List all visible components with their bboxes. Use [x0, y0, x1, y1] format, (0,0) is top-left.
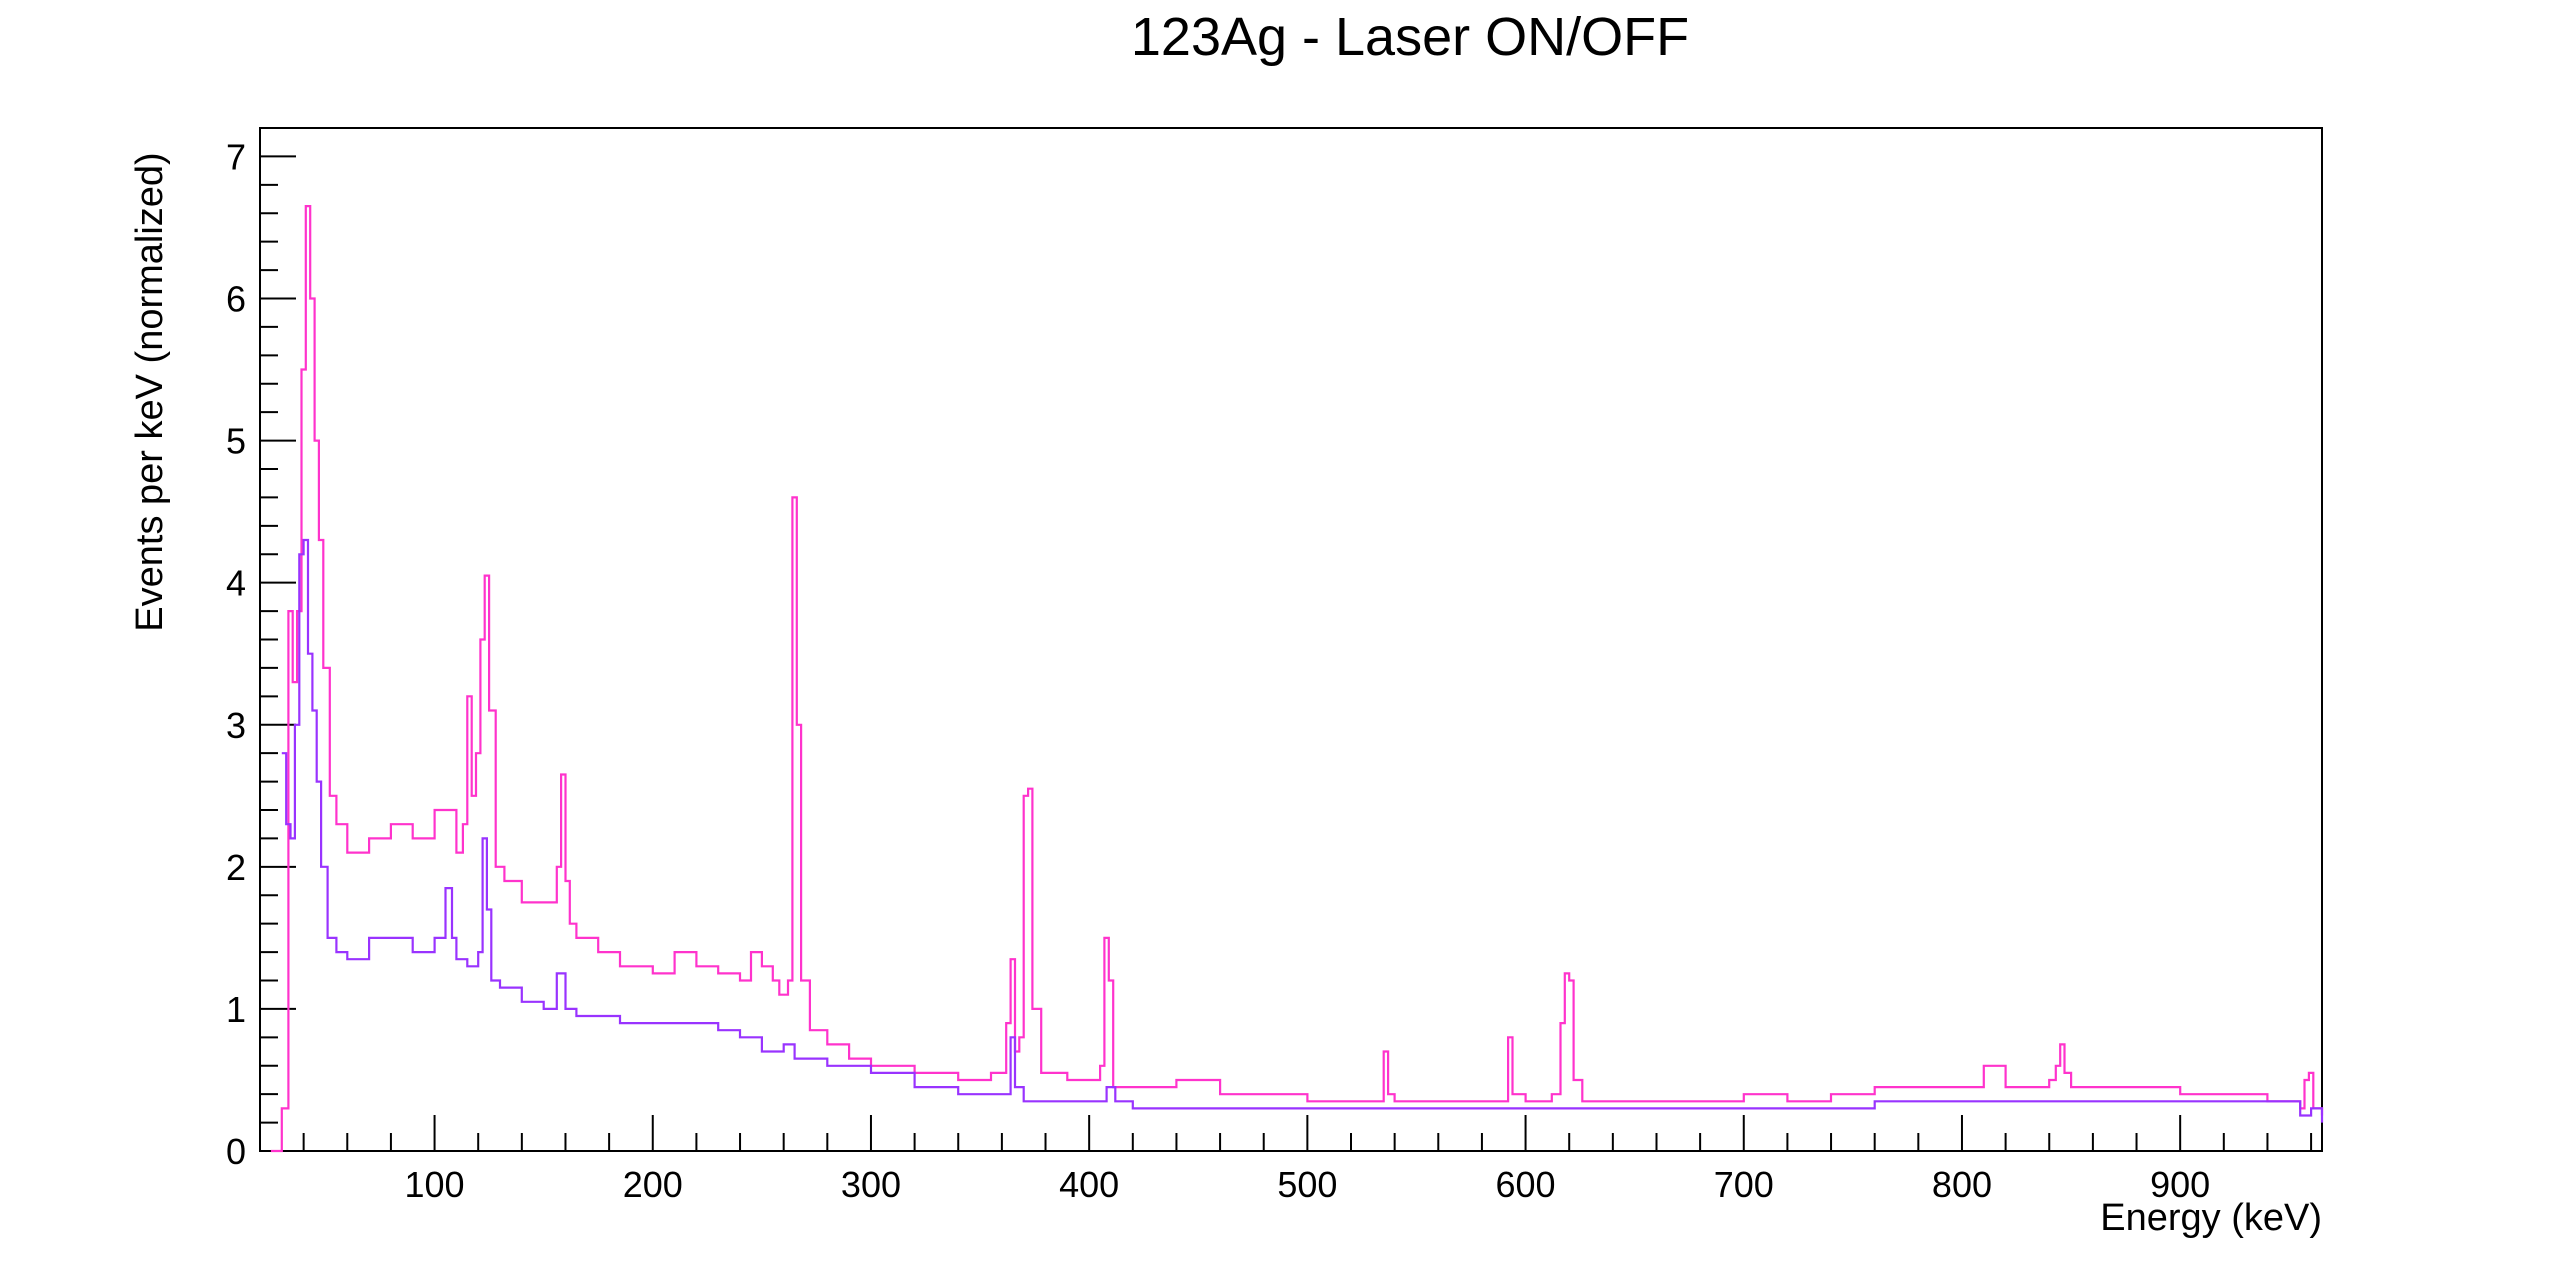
y-axis-title: Events per keV (normalized): [129, 152, 171, 631]
series-layer: [270, 205, 2324, 1153]
x-tick-label: 600: [1496, 1164, 1556, 1205]
axis-ticks: 100 200 300 400 500 600 700 800 900 0 1 2 3 4 5 6 7: [226, 127, 2313, 1205]
y-tick-label: 4: [226, 563, 246, 604]
y-tick-label: 3: [226, 705, 246, 746]
series-line-1: [270, 205, 2324, 1153]
x-tick-label: 700: [1714, 1164, 1774, 1205]
x-tick-label: 200: [623, 1164, 683, 1205]
y-tick-label: 5: [226, 421, 246, 462]
y-tick-label: 2: [226, 847, 246, 888]
x-axis-title: Energy (keV): [2100, 1197, 2322, 1239]
x-tick-label: 100: [405, 1164, 465, 1205]
plot-frame: [259, 127, 2323, 1152]
x-tick-label: 900: [2150, 1164, 2210, 1205]
x-tick-label: 400: [1059, 1164, 1119, 1205]
y-tick-label: 0: [226, 1131, 246, 1172]
y-tick-label: 6: [226, 279, 246, 320]
x-tick-label: 800: [1932, 1164, 1992, 1205]
chart-title: 123Ag - Laser ON/OFF: [1131, 7, 1689, 67]
y-tick-label: 1: [226, 989, 246, 1030]
x-tick-label: 300: [841, 1164, 901, 1205]
series-line-2: [281, 538, 2324, 1123]
x-tick-label: 500: [1277, 1164, 1337, 1205]
y-tick-label: 7: [226, 136, 246, 177]
